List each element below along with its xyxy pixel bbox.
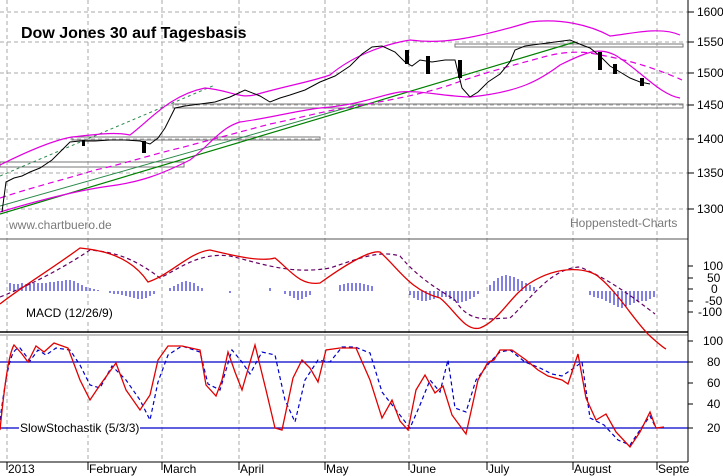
x-axis-ticks xyxy=(6,462,658,470)
stoch-tick: 40 xyxy=(707,397,721,411)
macd-tick: 50 xyxy=(707,271,721,285)
price-tick: 15500 xyxy=(697,35,723,49)
macd-tick: -50 xyxy=(705,294,723,308)
month-label: March xyxy=(163,462,197,476)
bollinger-bands xyxy=(0,20,683,213)
price-tick: 13500 xyxy=(697,166,723,180)
price-tick: 15000 xyxy=(697,66,723,80)
price-tick: 16000 xyxy=(697,5,723,19)
stoch-tick: 100 xyxy=(703,334,723,348)
stoch-tick: 80 xyxy=(707,355,721,369)
stoch-label: SlowStochastik (5/3/3) xyxy=(19,421,141,435)
chart-title: Dow Jones 30 auf Tagesbasis xyxy=(21,25,247,42)
macd-tick: -100 xyxy=(698,305,723,319)
stoch-tick: 60 xyxy=(707,376,721,390)
watermark-left: www.chartbuero.de xyxy=(9,218,112,232)
candle-bodies xyxy=(82,50,644,153)
month-label: April xyxy=(240,462,265,476)
macd-tick: 100 xyxy=(703,259,723,273)
trend-lines xyxy=(0,41,576,215)
month-label: February xyxy=(89,462,138,476)
month-label: Septe xyxy=(658,462,690,476)
macd-label: MACD (12/26/9) xyxy=(25,306,114,320)
macd-tick: 0 xyxy=(711,282,718,296)
price-tick: 14000 xyxy=(697,132,723,146)
stoch-k-line xyxy=(0,342,665,449)
stoch-d-line xyxy=(0,345,657,446)
macd-histogram xyxy=(9,275,655,308)
month-label: June xyxy=(410,462,437,476)
month-label: July xyxy=(488,462,510,476)
price-tick: 14500 xyxy=(697,98,723,112)
month-label: May xyxy=(326,462,349,476)
macd-signal-line xyxy=(0,249,656,320)
macd-line xyxy=(0,247,667,350)
price-candles xyxy=(1,39,651,213)
month-label: 2013 xyxy=(8,462,35,476)
watermark-right: Hoppenstedt-Charts xyxy=(570,216,678,230)
price-tick: 13000 xyxy=(697,202,723,216)
stoch-tick: 20 xyxy=(707,421,721,435)
month-label: August xyxy=(574,462,612,476)
axis-ticks xyxy=(688,11,694,429)
